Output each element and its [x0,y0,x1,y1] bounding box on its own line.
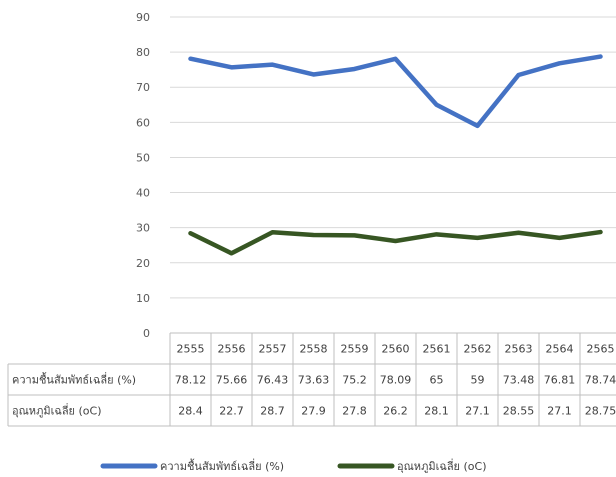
y-tick-label: 60 [136,116,150,129]
table-value: 28.1 [424,405,449,418]
x-category-label: 2563 [505,343,533,356]
table-value: 78.74 [585,374,616,387]
table-value: 22.7 [219,405,244,418]
y-tick-label: 90 [136,11,150,24]
y-tick-label: 40 [136,187,150,200]
x-category-label: 2556 [218,343,246,356]
table-value: 65 [430,374,444,387]
table-value: 27.1 [547,405,572,418]
table-value: 28.7 [260,405,285,418]
legend: ความชื้นสัมพัทธ์เฉลี่ย (%) อุณหภูมิเฉลี่ย… [100,458,487,473]
table-series-name: ความชื้นสัมพัทธ์เฉลี่ย (%) [12,372,136,387]
y-tick-label: 30 [136,222,150,235]
series-lines [188,54,603,256]
series-line-2 [188,229,603,256]
y-tick-label: 50 [136,151,150,164]
data-table: 2555 2556 2557 2558 2559 2560 2561 2562 2563 2564… [7,332,616,427]
table-value: 27.9 [301,405,326,418]
y-tick-label: 70 [136,81,150,94]
x-category-label: 2561 [423,343,451,356]
y-tick-label: 0 [143,327,150,340]
legend-label: อุณหภูมิเฉลี่ย (oC) [397,458,487,473]
gridlines [170,16,616,299]
table-value: 76.81 [544,374,576,387]
y-tick-label: 10 [136,292,150,305]
table-value: 73.48 [503,374,535,387]
x-category-label: 2555 [177,343,205,356]
table-value: 78.12 [175,374,207,387]
table-value: 28.75 [585,405,616,418]
y-tick-label: 20 [136,257,150,270]
table-value: 76.43 [257,374,289,387]
x-category-label: 2564 [546,343,574,356]
table-value: 59 [471,374,485,387]
table-value: 27.8 [342,405,367,418]
x-category-label: 2559 [341,343,369,356]
x-category-label: 2560 [382,343,410,356]
table-value: 73.63 [298,374,330,387]
table-value: 78.09 [380,374,412,387]
table-value: 75.66 [216,374,248,387]
legend-label: ความชื้นสัมพัทธ์เฉลี่ย (%) [160,458,284,473]
y-axis: 0 10 20 30 40 50 60 70 80 90 [136,11,150,340]
x-category-label: 2557 [259,343,287,356]
table-value: 28.55 [503,405,535,418]
y-tick-label: 80 [136,46,150,59]
table-value: 28.4 [178,405,203,418]
x-category-label: 2562 [464,343,492,356]
series-line-1 [188,54,603,129]
x-category-label: 2565 [587,343,615,356]
table-value: 26.2 [383,405,408,418]
x-category-label: 2558 [300,343,328,356]
table-value: 75.2 [342,374,367,387]
table-series-name: อุณหภูมิเฉลี่ย (oC) [12,403,102,418]
table-value: 27.1 [465,405,490,418]
